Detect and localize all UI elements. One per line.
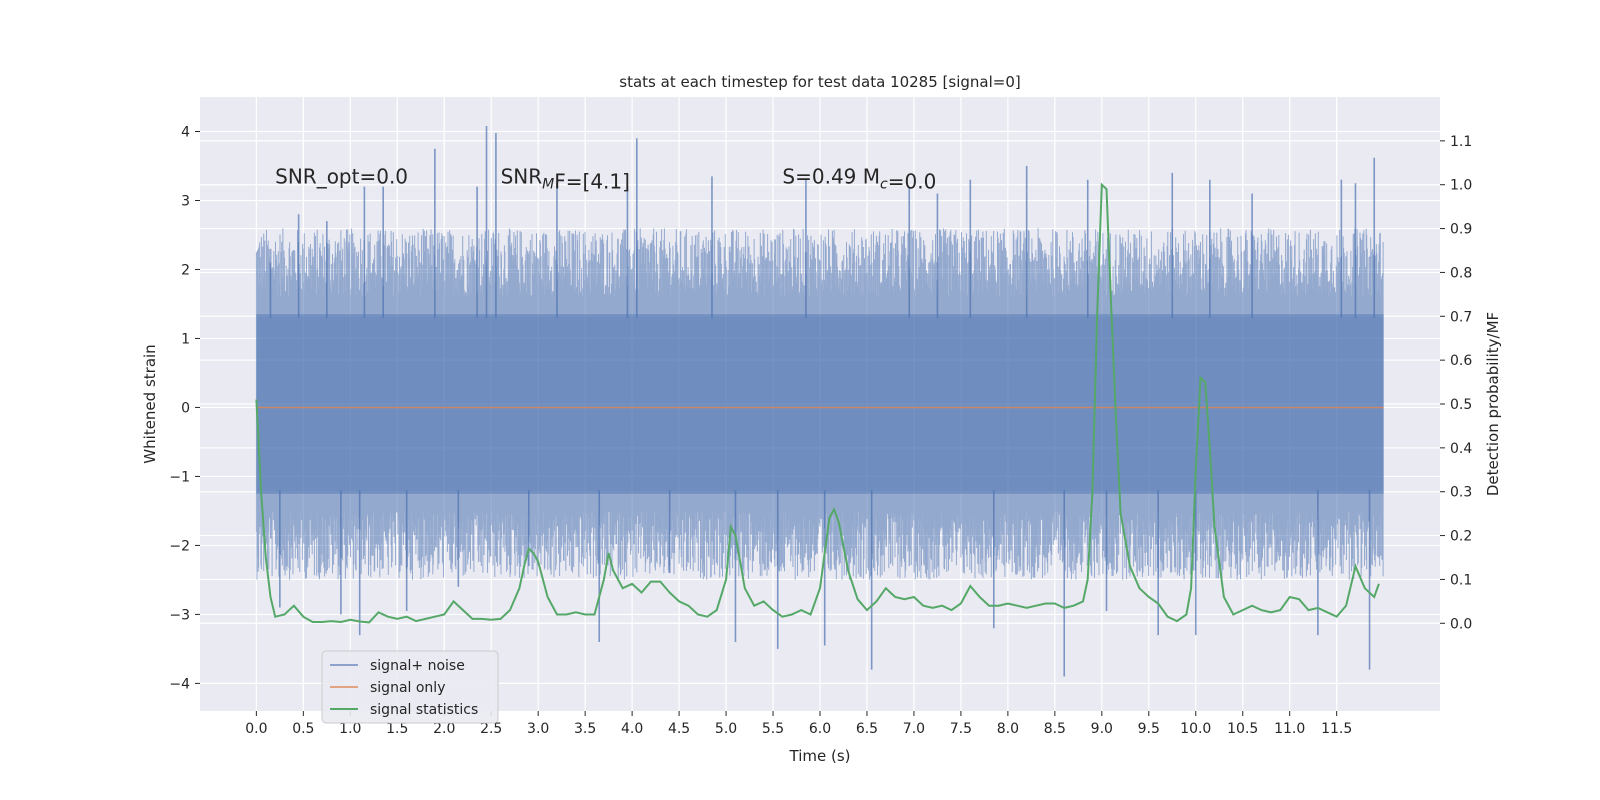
x-tick-label: 3.5 <box>574 721 596 737</box>
x-tick-label: 10.0 <box>1180 721 1211 737</box>
y-tick-label: −4 <box>169 676 190 692</box>
x-tick-label: 5.5 <box>762 721 784 737</box>
y2-tick-label: 0.4 <box>1450 441 1472 457</box>
x-tick-label: 4.5 <box>668 721 690 737</box>
y2-tick-label: 0.6 <box>1450 353 1472 369</box>
y2-tick-label: 0.3 <box>1450 485 1472 501</box>
x-tick-label: 6.5 <box>856 721 878 737</box>
y2-tick-label: 0.8 <box>1450 265 1472 281</box>
y2-tick-label: 1.1 <box>1450 134 1472 150</box>
x-tick-label: 7.5 <box>950 721 972 737</box>
x-tick-label: 1.0 <box>339 721 361 737</box>
x-tick-label: 7.0 <box>903 721 925 737</box>
y2-axis-label: Detection probability/MF <box>1484 312 1502 496</box>
y2-tick-label: 0.7 <box>1450 309 1472 325</box>
x-tick-label: 0.0 <box>245 721 267 737</box>
noise-trace <box>255 228 1384 580</box>
y-tick-label: −3 <box>169 607 190 623</box>
annotation-1: SNR_opt=0.0 <box>275 164 408 188</box>
x-tick-label: 11.0 <box>1274 721 1305 737</box>
x-tick-label: 10.5 <box>1227 721 1258 737</box>
x-tick-label: 9.0 <box>1091 721 1113 737</box>
y-tick-label: 2 <box>181 262 190 278</box>
annotations: SNR_opt=0.0 SNRMF=[4.1] S=0.49 Mc=0.0 <box>275 164 936 193</box>
x-tick-label: 2.0 <box>433 721 455 737</box>
y-tick-label: 3 <box>181 193 190 209</box>
x-axis-ticks: 0.0 0.5 1.0 1.5 2.0 2.5 3.0 3.5 4.0 4.5 5.0 5.5 6.0 6… <box>245 711 1352 737</box>
legend: signal+ noise signal only signal statistic… <box>321 650 499 724</box>
y2-tick-label: 0.0 <box>1450 616 1472 632</box>
annotation-3: S=0.49 Mc=0.0 <box>782 164 936 193</box>
x-tick-label: 11.5 <box>1321 721 1352 737</box>
y2-tick-label: 0.9 <box>1450 222 1472 238</box>
y2-tick-label: 0.1 <box>1450 572 1472 588</box>
y-tick-label: −1 <box>169 469 190 485</box>
x-tick-label: 9.5 <box>1138 721 1160 737</box>
chart-title: stats at each timestep for test data 102… <box>619 73 1020 91</box>
signal-statistics-series <box>255 182 1380 624</box>
legend-label-1: signal+ noise <box>370 658 465 674</box>
legend-label-2: signal only <box>370 680 445 696</box>
x-tick-label: 8.0 <box>997 721 1019 737</box>
x-tick-label: 3.0 <box>527 721 549 737</box>
x-tick-label: 5.0 <box>715 721 737 737</box>
x-tick-label: 0.5 <box>292 721 314 737</box>
x-axis-label: Time (s) <box>789 747 851 765</box>
y-tick-label: 1 <box>181 331 190 347</box>
x-tick-label: 2.5 <box>480 721 502 737</box>
legend-label-3: signal statistics <box>370 702 478 718</box>
y-axis-label: Whitened strain <box>141 344 159 463</box>
y2-tick-label: 0.2 <box>1450 529 1472 545</box>
y-tick-label: 0 <box>181 400 190 416</box>
x-tick-label: 4.0 <box>621 721 643 737</box>
annotation-2: SNRMF=[4.1] <box>501 164 630 193</box>
y-axis-ticks: −4 −3 −2 −1 0 1 2 3 4 <box>169 124 200 692</box>
x-tick-label: 1.5 <box>386 721 408 737</box>
legend-box <box>321 650 499 724</box>
y2-tick-label: 0.5 <box>1450 397 1472 413</box>
x-tick-label: 6.0 <box>809 721 831 737</box>
x-tick-label: 8.5 <box>1044 721 1066 737</box>
y2-tick-label: 1.0 <box>1450 178 1472 194</box>
y-tick-label: −2 <box>169 538 190 554</box>
y2-axis-ticks: 0.0 0.1 0.2 0.3 0.4 0.5 0.6 0.7 0.8 0.9 1.0 1.1 <box>1440 134 1472 632</box>
y-tick-label: 4 <box>181 124 190 140</box>
